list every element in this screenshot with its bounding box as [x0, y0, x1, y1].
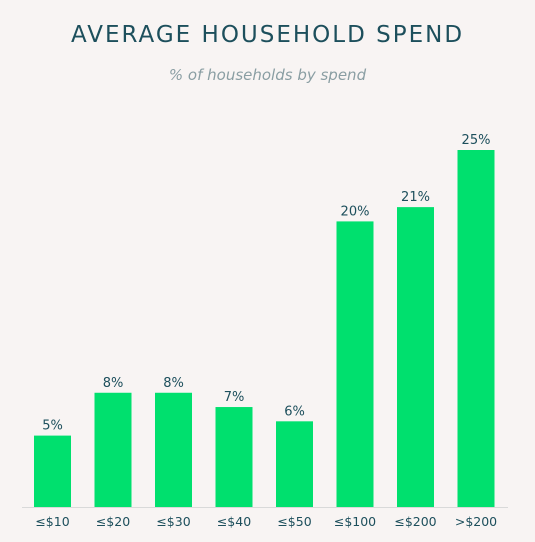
data-label: 5% [42, 419, 63, 434]
bar [94, 392, 132, 507]
bar [276, 421, 313, 507]
x-tick-label: ≤$10 [35, 514, 69, 529]
data-label: 25% [462, 133, 491, 148]
x-tick-label: >$200 [455, 514, 497, 529]
data-label: 21% [401, 190, 430, 205]
data-label: 8% [103, 376, 124, 391]
x-tick-label: ≤$30 [156, 514, 190, 529]
x-tick-label: ≤$200 [394, 514, 436, 529]
data-label: 20% [341, 204, 370, 219]
bar [34, 435, 71, 507]
bar [397, 207, 434, 507]
x-tick-label: ≤$40 [217, 514, 251, 529]
chart-subtitle: % of households by spend [168, 66, 367, 84]
chart-title: AVERAGE HOUSEHOLD SPEND [70, 22, 465, 48]
x-tick-label: ≤$50 [277, 514, 311, 529]
bar [215, 407, 253, 507]
data-label: 6% [284, 404, 305, 419]
bar [336, 221, 374, 507]
x-tick-label: ≤$20 [96, 514, 130, 529]
data-label: 7% [224, 390, 245, 405]
bar [457, 150, 495, 507]
data-label: 8% [163, 376, 184, 391]
x-tick-label: ≤$100 [334, 514, 376, 529]
bar [155, 392, 192, 507]
